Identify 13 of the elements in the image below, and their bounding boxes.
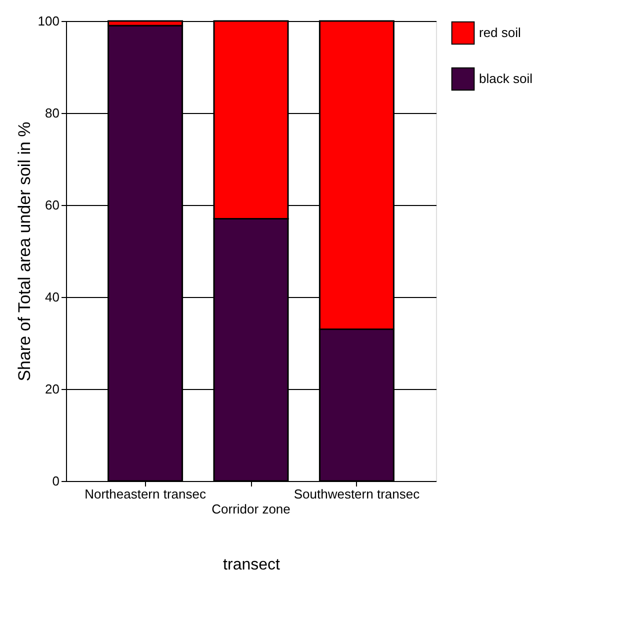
y-tick-label: 0 xyxy=(52,474,60,488)
x-axis-title: transect xyxy=(223,556,281,574)
legend-label: black soil xyxy=(479,71,533,86)
y-tick-label: 100 xyxy=(38,14,60,28)
y-axis-title: Share of Total area under soil in % xyxy=(14,122,34,382)
y-tick-label: 40 xyxy=(45,290,60,304)
y-tick-label: 20 xyxy=(45,382,60,396)
x-tick-label: Corridor zone xyxy=(212,502,290,516)
x-tick-label: Southwestern transec xyxy=(294,486,420,502)
legend-label: red soil xyxy=(479,25,522,40)
x-tick-label: Northeastern transec xyxy=(84,486,206,502)
y-tick-label: 80 xyxy=(45,106,60,120)
y-tick-label: 60 xyxy=(45,198,60,212)
